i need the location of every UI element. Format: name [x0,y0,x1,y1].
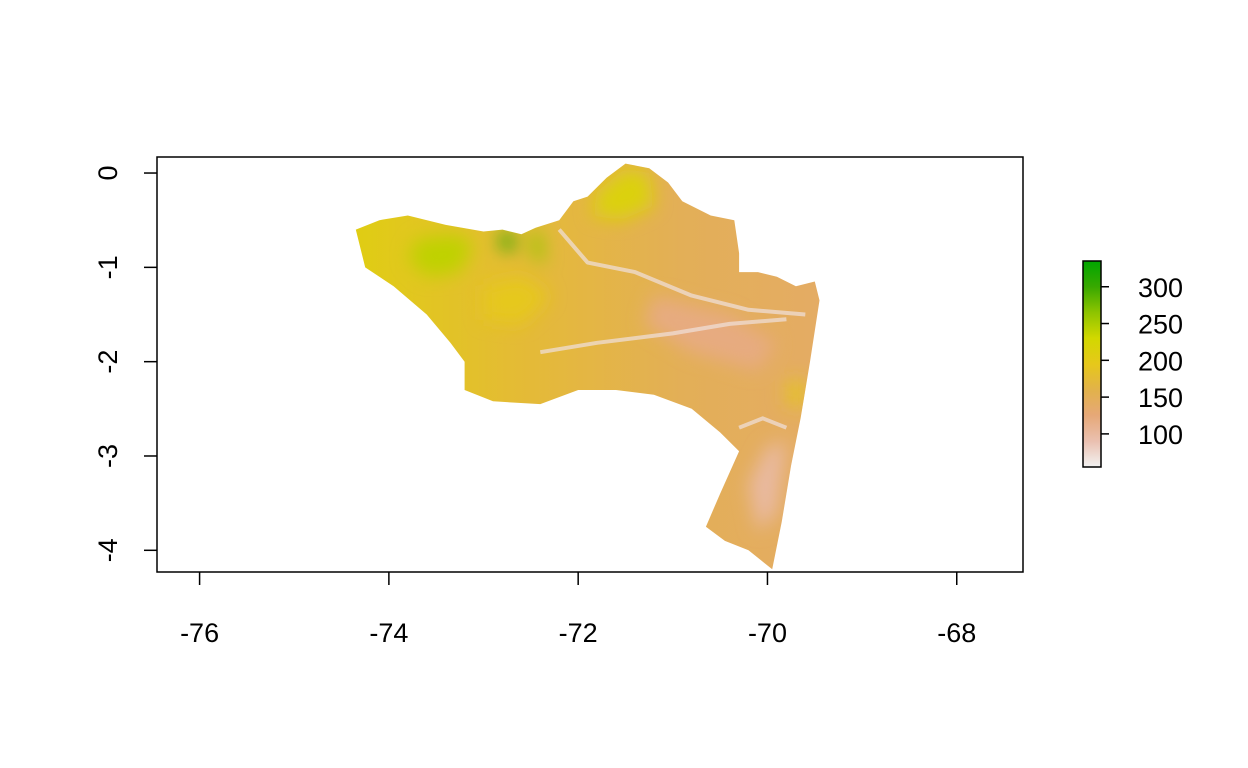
elevation-zone [530,229,545,263]
elevation-zone [786,380,806,409]
y-tick-label: -2 [93,350,123,374]
legend-tick-label: 150 [1138,383,1183,413]
river-valley [539,317,787,355]
map-data-layer [355,163,820,570]
x-tick-label: -76 [180,618,219,648]
elevation-zone [592,168,654,221]
plot-frame [156,156,1024,573]
y-axis: 0 -1 -2 -3 -4 [93,166,157,562]
color-legend: 300 250 200 150 100 [1082,260,1183,468]
y-tick-label: 0 [93,166,123,181]
x-tick-label: -74 [369,618,408,648]
elevation-zone [483,276,550,324]
y-tick-label: -4 [93,538,123,562]
elevation-zone [497,231,517,254]
legend-tick-label: 250 [1138,310,1183,340]
legend-tick-label: 200 [1138,346,1183,376]
river-valley [557,228,806,317]
elevation-zone [644,295,777,372]
elevation-zones [407,168,806,532]
river-valleys [539,228,806,430]
river-valley [738,416,788,430]
x-tick-label: -68 [937,618,976,648]
legend-tick-label: 100 [1138,420,1183,450]
y-tick-label: -3 [93,444,123,468]
x-tick-label: -70 [748,618,787,648]
legend-color-bar [1082,260,1102,468]
elevation-zone [748,441,787,532]
region-base [355,163,820,570]
y-tick-label: -1 [93,255,123,279]
legend-tick-label: 300 [1138,273,1183,303]
x-axis: -76 -74 -72 -70 -68 [180,572,976,648]
elevation-zone [407,234,475,277]
x-tick-label: -72 [559,618,598,648]
